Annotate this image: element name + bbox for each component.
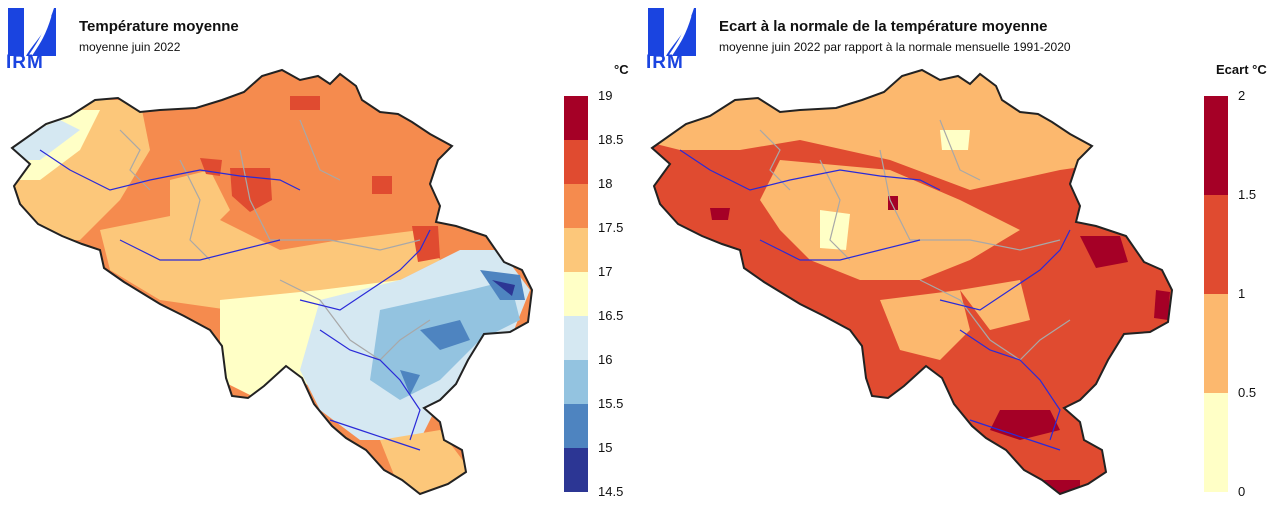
legend-tick-label: 17.5: [598, 220, 624, 235]
legend-swatch: [564, 272, 588, 316]
map-title: Température moyenne: [79, 18, 239, 35]
anomaly-map: [650, 68, 1174, 496]
belgium-border: [10, 68, 534, 496]
legend-tick-label: 15.5: [598, 396, 624, 411]
legend-swatch: [1204, 96, 1228, 195]
legend-swatch: [564, 184, 588, 228]
legend-tick-label: 18: [598, 176, 613, 191]
panel-mean-temperature: IRM Température moyenne moyenne juin 202…: [6, 8, 629, 499]
legend-swatch: [564, 140, 588, 184]
legend-tick-label: 0: [1238, 484, 1246, 499]
legend-swatch: [564, 360, 588, 404]
province-borders: [119, 119, 431, 361]
legend-tick-label: 15: [598, 440, 613, 455]
legend-tick-label: 0.5: [1238, 385, 1257, 400]
irm-logo-text: IRM: [646, 52, 684, 73]
temperature-fill: [12, 70, 532, 494]
irm-logo: [648, 8, 696, 57]
map-subtitle: moyenne juin 2022: [79, 40, 181, 54]
legend-unit: °C: [614, 62, 629, 77]
legend-tick-label: 17: [598, 264, 613, 279]
anomaly-fill: [652, 70, 1172, 494]
irm-logo-text: IRM: [6, 52, 44, 73]
legend-swatch: [1204, 393, 1228, 492]
map-subtitle: moyenne juin 2022 par rapport à la norma…: [719, 40, 1071, 54]
legend-tick-label: 1: [1238, 286, 1246, 301]
legend-tick-label: 16: [598, 352, 613, 367]
legend-tick-label: 1.5: [1238, 187, 1257, 202]
legend-tick-label: 19: [598, 88, 613, 103]
legend-tick-label: 18.5: [598, 132, 624, 147]
legend-tick-label: 14.5: [598, 484, 624, 499]
legend-tick-label: 16.5: [598, 308, 624, 323]
legend-swatch: [564, 228, 588, 272]
province-borders: [759, 119, 1071, 361]
rivers: [39, 149, 431, 451]
legend-swatch: [1204, 195, 1228, 294]
legend-swatch: [564, 404, 588, 448]
map-title: Ecart à la normale de la température moy…: [719, 18, 1048, 35]
rivers: [679, 149, 1071, 451]
legend-tick-label: 2: [1238, 88, 1246, 103]
irm-logo: [8, 8, 56, 57]
legend-swatch: [564, 96, 588, 140]
temperature-map: [10, 68, 534, 496]
legend-unit: Ecart °C: [1216, 62, 1267, 77]
panel-temperature-anomaly: IRM Ecart à la normale de la température…: [640, 0, 1280, 507]
legend-swatch: [1204, 294, 1228, 393]
legend-swatch: [564, 448, 588, 492]
legend-swatch: [564, 316, 588, 360]
belgium-border: [650, 68, 1174, 496]
